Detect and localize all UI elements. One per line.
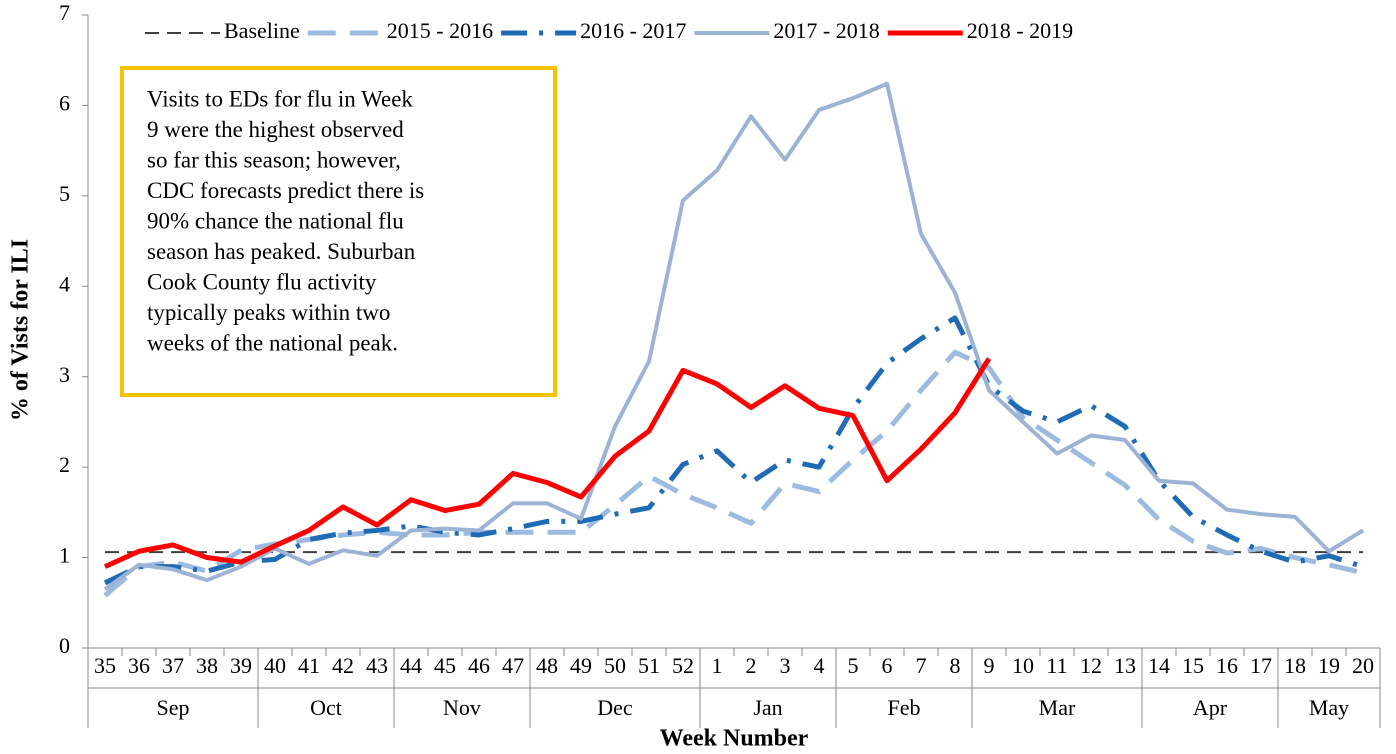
x-tick-label: 5: [848, 653, 859, 678]
annotation-text: typically peaks within two: [147, 300, 390, 325]
x-tick-label: 20: [1352, 653, 1374, 678]
x-tick-label: 4: [814, 653, 825, 678]
annotation-box: [120, 66, 557, 397]
x-axis-label: Week Number: [660, 726, 809, 752]
annotation-text: CDC forecasts predict there is: [147, 178, 424, 203]
x-tick-label: 19: [1318, 653, 1340, 678]
x-tick-label: 15: [1182, 653, 1204, 678]
annotation-text: weeks of the national peak.: [147, 330, 398, 355]
x-tick-label: 51: [638, 653, 660, 678]
legend-label: 2017 - 2018: [773, 18, 879, 43]
x-tick-label: 10: [1012, 653, 1034, 678]
x-tick-label: 6: [882, 653, 893, 678]
group-label: Feb: [888, 695, 921, 720]
y-tick-label: 6: [59, 90, 70, 115]
x-tick-label: 18: [1284, 653, 1306, 678]
x-tick-label: 7: [916, 653, 927, 678]
y-tick-label: 0: [59, 633, 70, 658]
series-line: [103, 81, 1365, 591]
x-tick-label: 47: [502, 653, 524, 678]
legend-label: 2016 - 2017: [580, 18, 686, 43]
x-tick-label: 2: [746, 653, 757, 678]
legend-label: 2015 - 2016: [387, 18, 493, 43]
x-tick-label: 12: [1080, 653, 1102, 678]
y-axis-label: % of Vists for ILI: [8, 239, 34, 421]
x-tick-label: 9: [984, 653, 995, 678]
x-tick-label: 35: [94, 653, 116, 678]
x-tick-label: 39: [230, 653, 252, 678]
group-label: Jan: [753, 695, 782, 720]
group-label: Apr: [1193, 695, 1228, 720]
x-tick-label: 37: [162, 653, 184, 678]
x-tick-label: 16: [1216, 653, 1238, 678]
x-tick-label: 48: [536, 653, 558, 678]
x-tick-label: 45: [434, 653, 456, 678]
x-tick-label: 3: [780, 653, 791, 678]
group-label: Sep: [157, 695, 190, 720]
legend-label: 2018 - 2019: [967, 18, 1073, 43]
group-label: Oct: [310, 695, 342, 720]
x-tick-label: 52: [672, 653, 694, 678]
annotation-text: season has peaked. Suburban: [147, 239, 416, 264]
annotation-text: so far this season; however,: [147, 147, 401, 172]
x-tick-label: 42: [332, 653, 354, 678]
y-tick-label: 1: [59, 543, 70, 568]
x-tick-label: 40: [264, 653, 286, 678]
x-tick-label: 38: [196, 653, 218, 678]
group-label: Nov: [443, 695, 481, 720]
y-tick-label: 2: [59, 452, 70, 477]
x-tick-label: 17: [1250, 653, 1272, 678]
legend-label: Baseline: [224, 18, 300, 43]
group-label: Mar: [1039, 695, 1076, 720]
y-tick-label: 3: [59, 362, 70, 387]
x-tick-label: 8: [950, 653, 961, 678]
annotation-text: Visits to EDs for flu in Week: [147, 86, 413, 111]
annotation-text: 90% chance the national flu: [147, 208, 404, 233]
series-line: [103, 357, 992, 569]
x-tick-label: 11: [1046, 653, 1067, 678]
x-tick-label: 14: [1148, 653, 1170, 678]
group-label: Dec: [597, 695, 633, 720]
x-tick-label: 50: [604, 653, 626, 678]
x-tick-label: 36: [128, 653, 150, 678]
x-tick-label: 44: [400, 653, 422, 678]
x-tick-label: 46: [468, 653, 490, 678]
group-label: May: [1309, 695, 1349, 720]
annotation-text: Cook County flu activity: [147, 269, 377, 294]
x-tick-label: 43: [366, 653, 388, 678]
y-tick-label: 4: [59, 271, 70, 296]
x-tick-label: 1: [712, 653, 723, 678]
y-tick-label: 7: [59, 0, 70, 25]
x-tick-label: 49: [570, 653, 592, 678]
annotation-text: 9 were the highest observed: [147, 117, 404, 142]
x-tick-label: 41: [298, 653, 320, 678]
x-tick-label: 13: [1114, 653, 1136, 678]
y-tick-label: 5: [59, 181, 70, 206]
